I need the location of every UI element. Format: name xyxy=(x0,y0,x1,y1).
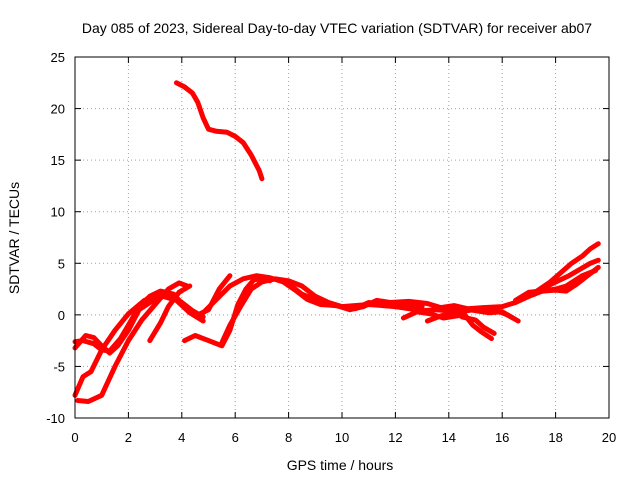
x-tick-label: 14 xyxy=(442,430,456,445)
series-arc-g xyxy=(219,276,425,346)
y-axis: -10 -5 0 5 10 15 20 25 xyxy=(46,50,609,426)
x-tick-label: 2 xyxy=(125,430,132,445)
x-axis: 0 2 4 6 8 10 12 14 16 18 20 xyxy=(71,57,616,445)
x-tick-label: 18 xyxy=(548,430,562,445)
y-tick-label: -5 xyxy=(53,359,65,374)
series-arc-high xyxy=(174,80,265,182)
x-tick-label: 4 xyxy=(178,430,185,445)
x-tick-label: 16 xyxy=(495,430,509,445)
x-tick-label: 20 xyxy=(602,430,616,445)
x-axis-label: GPS time / hours xyxy=(287,457,394,473)
y-tick-label: 10 xyxy=(51,205,65,220)
y-tick-label: 5 xyxy=(58,256,65,271)
y-tick-label: -10 xyxy=(46,411,65,426)
series-arc-k xyxy=(424,306,521,324)
series-arc-n xyxy=(513,264,601,303)
y-tick-label: 0 xyxy=(58,308,65,323)
y-tick-label: 25 xyxy=(51,50,65,65)
x-tick-label: 6 xyxy=(232,430,239,445)
grid xyxy=(75,57,609,418)
series-arc-e xyxy=(147,283,193,344)
series-arc-j xyxy=(400,309,494,342)
series-arc-l xyxy=(459,314,497,336)
x-tick-label: 0 xyxy=(71,430,78,445)
chart-title: Day 085 of 2023, Sidereal Day-to-day VTE… xyxy=(82,20,592,36)
y-axis-label: SDTVAR / TECUs xyxy=(6,182,22,294)
x-tick-label: 12 xyxy=(388,430,402,445)
series-arc-d xyxy=(72,293,206,356)
y-tick-label: 20 xyxy=(51,102,65,117)
series-arc-o xyxy=(531,257,601,297)
series-arc-b xyxy=(75,280,190,404)
x-tick-label: 8 xyxy=(285,430,292,445)
x-tick-label: 10 xyxy=(335,430,349,445)
y-tick-label: 15 xyxy=(51,153,65,168)
series-layer xyxy=(72,80,601,404)
